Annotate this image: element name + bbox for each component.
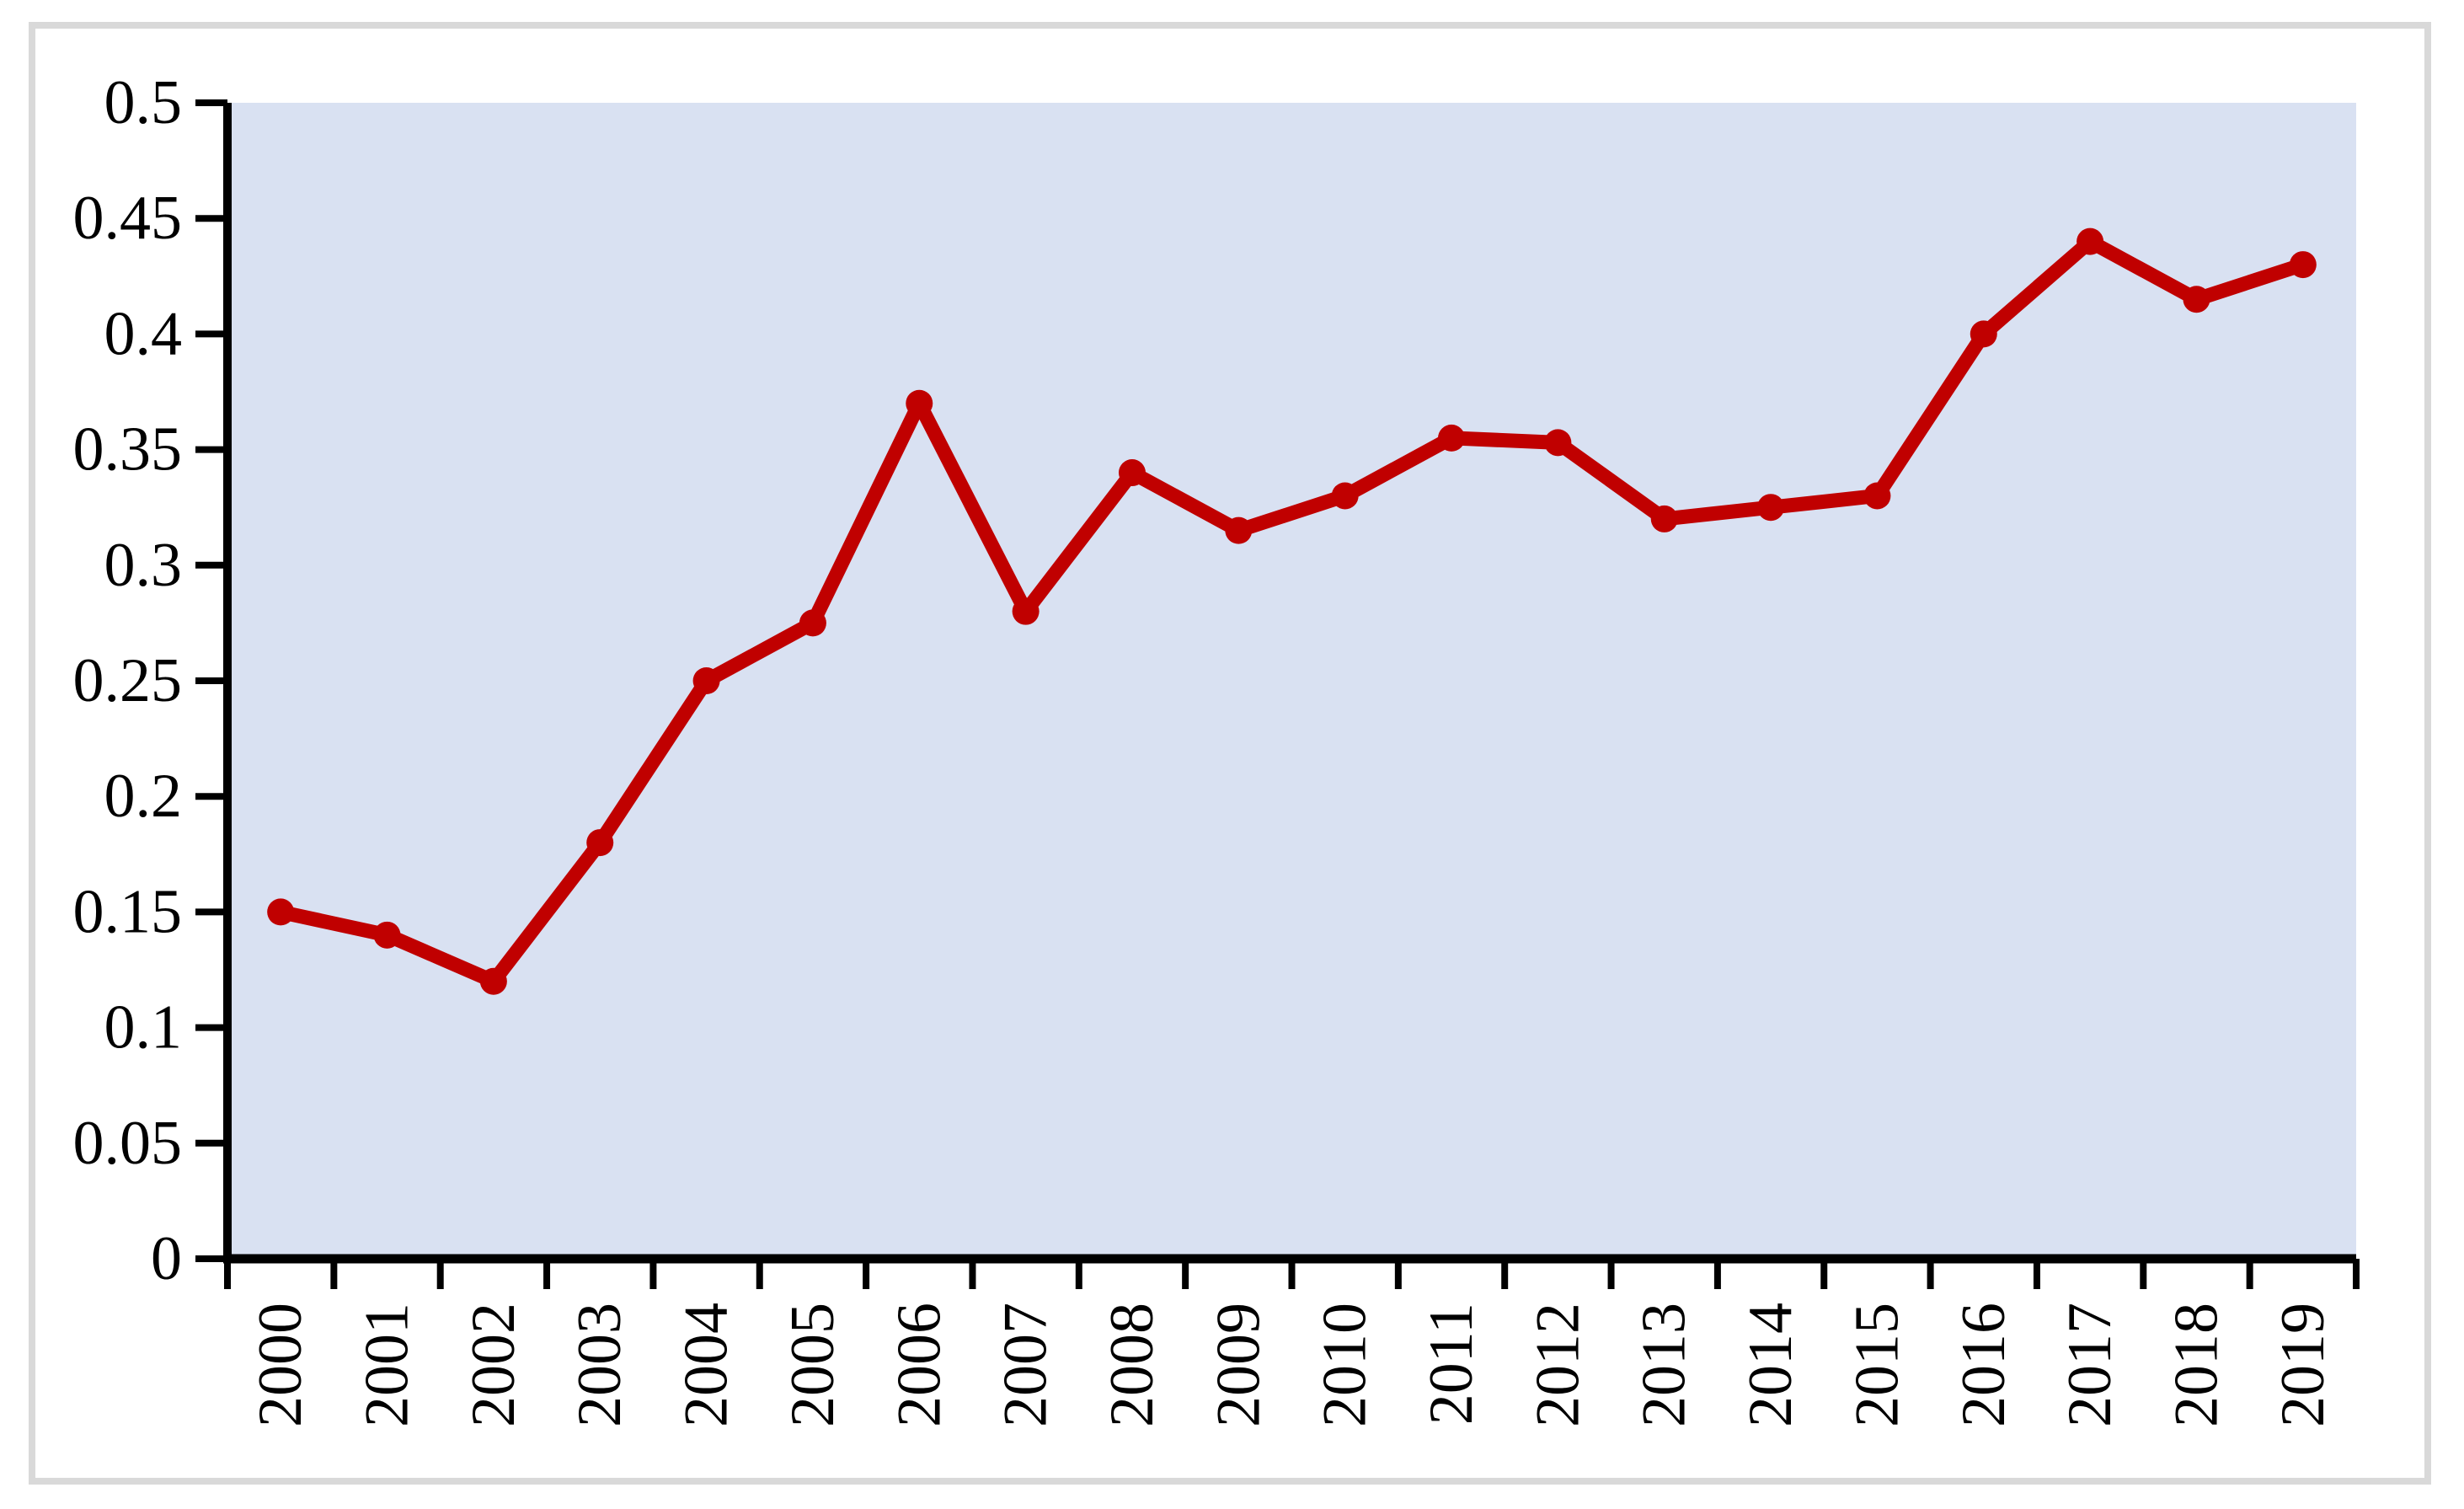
data-point-marker	[906, 389, 933, 417]
data-point-marker	[1118, 459, 1146, 487]
x-axis-tick-label: 2005	[778, 1303, 847, 1427]
x-axis-tick-label: 2016	[1949, 1303, 2018, 1427]
data-point-marker	[1544, 429, 1572, 457]
data-point-marker	[1438, 424, 1466, 452]
data-point-marker	[267, 898, 295, 926]
x-axis-tick-label: 2002	[459, 1303, 528, 1427]
y-axis-tick-label: 0	[151, 1224, 182, 1293]
data-point-marker	[1012, 597, 1040, 625]
y-axis-tick-label: 0.2	[104, 762, 183, 831]
y-axis-tick-label: 0.1	[104, 993, 183, 1062]
x-axis-tick-label: 2013	[1630, 1303, 1699, 1427]
x-axis-tick-label: 2007	[991, 1303, 1061, 1427]
y-axis-tick-label: 0.35	[73, 415, 183, 484]
x-axis-tick-label: 2012	[1523, 1303, 1592, 1427]
x-axis-tick-label: 2000	[246, 1303, 315, 1427]
y-axis-tick-label: 0.45	[73, 184, 183, 253]
data-point-marker	[2076, 227, 2104, 255]
y-axis-tick-label: 0.15	[73, 877, 183, 946]
data-point-marker	[373, 921, 401, 949]
x-axis-tick-label: 2008	[1098, 1303, 1167, 1427]
data-point-marker	[1331, 482, 1359, 510]
x-axis-tick-label: 2019	[2269, 1303, 2338, 1427]
data-point-marker	[1757, 494, 1785, 522]
x-axis-tick-label: 2001	[353, 1303, 422, 1427]
y-axis-tick-label: 0.05	[73, 1109, 183, 1178]
data-point-marker	[586, 829, 614, 857]
data-point-marker	[2289, 251, 2317, 279]
y-axis-tick-label: 0.5	[104, 68, 183, 137]
data-point-marker	[1650, 505, 1678, 532]
x-axis-tick-label: 2003	[565, 1303, 634, 1427]
data-point-marker	[1863, 482, 1891, 510]
data-point-marker	[692, 667, 720, 694]
data-point-marker	[479, 967, 507, 995]
x-axis-tick-label: 2009	[1204, 1303, 1273, 1427]
x-axis-tick-label: 2018	[2162, 1303, 2231, 1427]
data-point-marker	[1225, 516, 1253, 544]
x-axis-tick-label: 2004	[672, 1303, 741, 1427]
data-point-marker	[799, 609, 826, 637]
y-axis-tick-label: 0.4	[104, 299, 183, 368]
x-axis-tick-label: 2006	[885, 1303, 954, 1427]
data-point-marker	[2183, 286, 2210, 313]
x-axis-tick-label: 2010	[1311, 1303, 1380, 1427]
plot-area	[227, 103, 2356, 1259]
x-axis-tick-label: 2014	[1736, 1303, 1805, 1427]
x-axis-tick-label: 2011	[1417, 1303, 1486, 1425]
x-axis-tick-label: 2015	[1842, 1303, 1911, 1427]
x-axis-tick-label: 2017	[2055, 1303, 2125, 1427]
y-axis-tick-label: 0.25	[73, 646, 183, 715]
y-axis-tick-label: 0.3	[104, 531, 183, 600]
data-point-marker	[1970, 320, 1997, 348]
series-line	[273, 234, 2311, 989]
